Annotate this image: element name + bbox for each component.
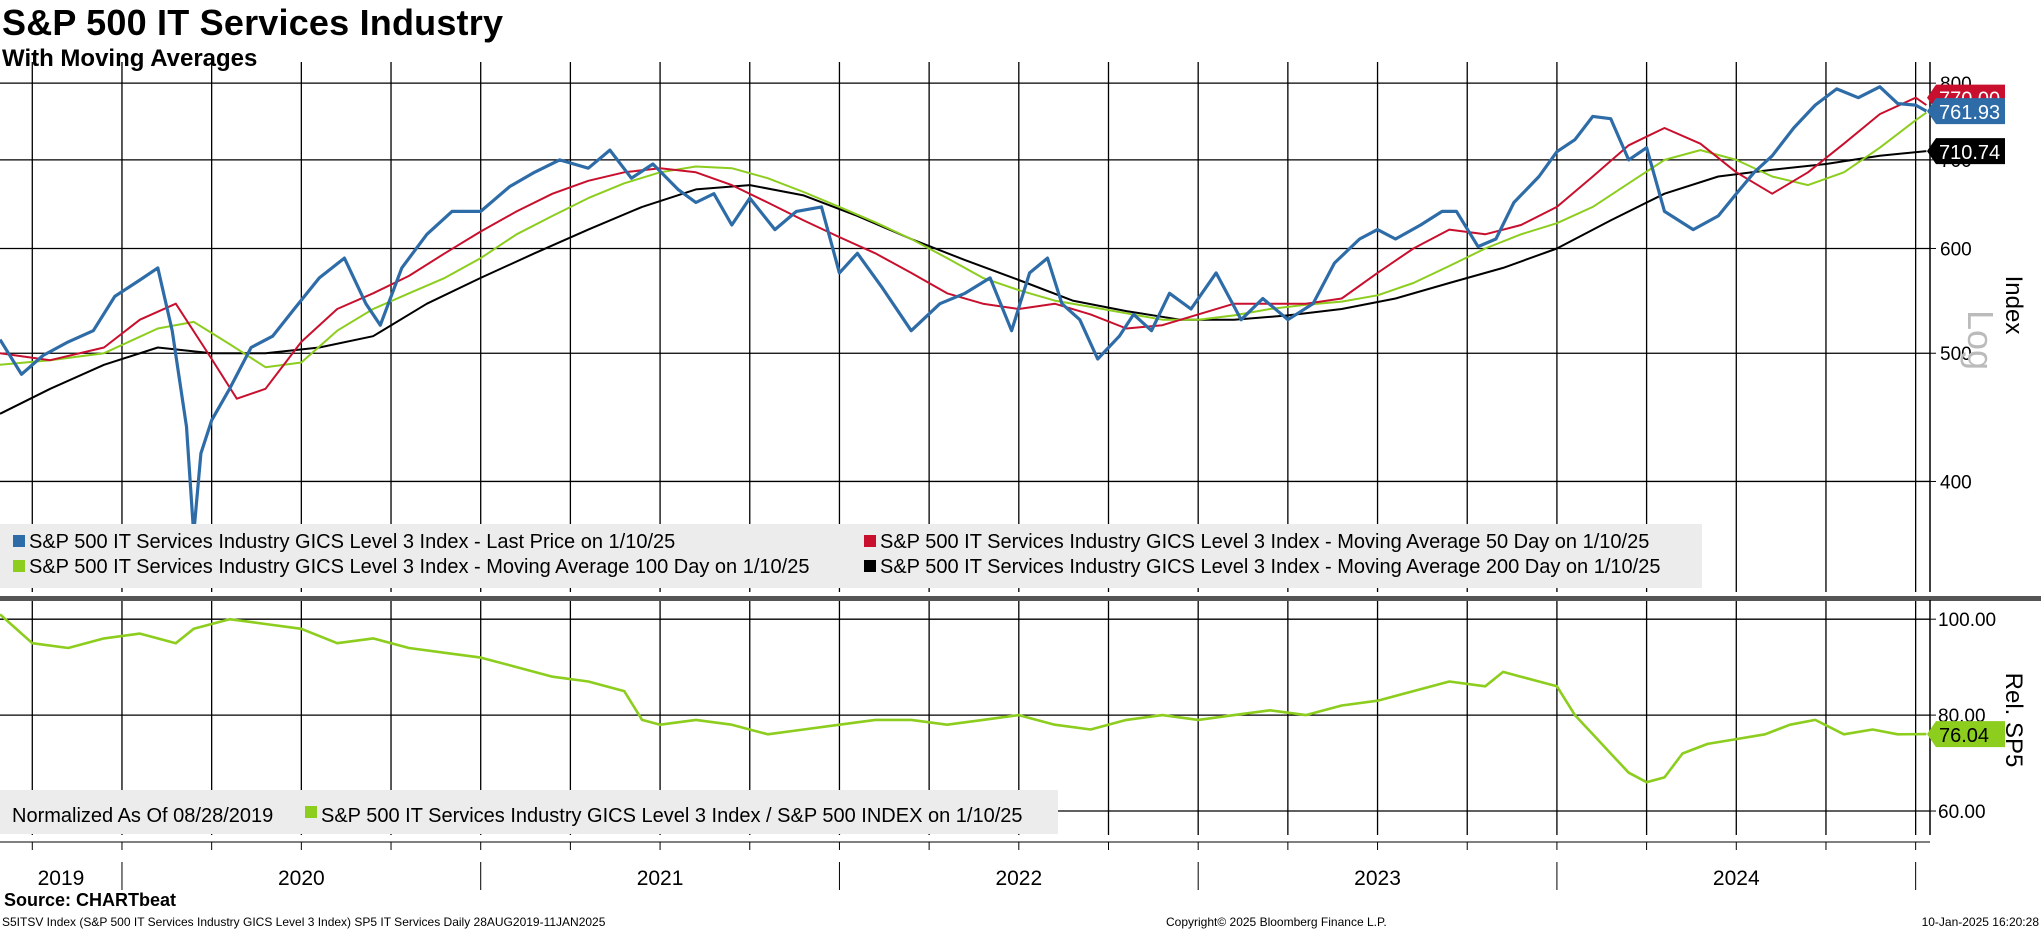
top-legend: S&P 500 IT Services Industry GICS Level … xyxy=(0,524,1702,588)
legend-relative-label: S&P 500 IT Services Industry GICS Level … xyxy=(321,805,1023,827)
y-tick-label-top: 500 xyxy=(1940,344,1972,365)
x-year-label: 2023 xyxy=(1354,867,1401,890)
y-axis-title-bottom: Rel. SP5 xyxy=(2000,673,2027,768)
legend-ma100-label: S&P 500 IT Services Industry GICS Level … xyxy=(29,556,809,578)
top-legend-background xyxy=(0,524,1702,588)
y-axis-title-top: Index xyxy=(2000,276,2027,335)
legends: S&P 500 IT Services Industry GICS Level … xyxy=(0,524,1702,834)
y-tick-label-top: 600 xyxy=(1940,239,1972,260)
last-price-value-tag-text: 761.93 xyxy=(1939,102,2000,124)
bottom-legend: Normalized As Of 08/28/2019 S&P 500 IT Se… xyxy=(0,790,1058,834)
relative-value-tag-shape xyxy=(1927,721,2005,748)
legend-ma50-swatch xyxy=(864,535,876,547)
y-tick-label-bottom: 100.00 xyxy=(1938,610,1996,631)
ma200-value-tag: 710.74 xyxy=(1927,138,2005,165)
legend-ma200-swatch xyxy=(864,560,876,572)
chart-title: S&P 500 IT Services Industry xyxy=(2,2,504,43)
copyright: Copyright© 2025 Bloomberg Finance L.P. xyxy=(1166,915,1387,929)
x-year-label: 2021 xyxy=(637,867,684,890)
last-price-line xyxy=(0,85,1928,536)
legend-last-price-swatch xyxy=(13,535,25,547)
ma100-line xyxy=(0,111,1927,369)
gridlines xyxy=(0,62,1930,835)
legend-ma100-swatch xyxy=(13,560,25,572)
ma50-line xyxy=(0,96,1927,400)
x-year-label: 2022 xyxy=(995,867,1042,890)
y-tick-label-top: 400 xyxy=(1940,472,1972,493)
relative-performance-line xyxy=(0,613,1927,784)
legend-last-price-label: S&P 500 IT Services Industry GICS Level … xyxy=(29,531,675,553)
timestamp: 10-Jan-2025 16:20:28 xyxy=(1921,915,2039,929)
legend-ma50-label: S&P 500 IT Services Industry GICS Level … xyxy=(880,531,1649,553)
bottom-legend-background xyxy=(0,790,1058,834)
x-year-label: 2024 xyxy=(1713,867,1760,890)
last-price-value-tag-shape xyxy=(1927,98,2005,125)
panel-separator xyxy=(0,596,2041,601)
x-year-label: 2019 xyxy=(38,867,85,890)
last-price-value-tag: 761.93 xyxy=(1927,98,2005,125)
normalized-note: Normalized As Of 08/28/2019 xyxy=(12,805,273,827)
log-scale-label: Log xyxy=(1960,310,2001,370)
ma200-value-tag-shape xyxy=(1927,138,2005,165)
ma200-line xyxy=(0,150,1927,415)
y-tick-label-bottom: 60.00 xyxy=(1938,802,1986,823)
series-layer xyxy=(0,85,1928,784)
source-label: Source: CHARTbeat xyxy=(4,890,177,910)
relative-value-tag-text: 76.04 xyxy=(1939,725,1989,747)
legend-relative-swatch xyxy=(305,806,317,818)
ma200-value-tag-text: 710.74 xyxy=(1939,142,2000,164)
axes: 40050060070080060.0080.00100.00IndexLogR… xyxy=(0,62,2041,890)
footnote: S5ITSV Index (S&P 500 IT Services Indust… xyxy=(2,915,606,929)
x-year-label: 2020 xyxy=(278,867,325,890)
relative-value-tag: 76.04 xyxy=(1927,721,2005,748)
legend-ma200-label: S&P 500 IT Services Industry GICS Level … xyxy=(880,556,1660,578)
chart-subtitle: With Moving Averages xyxy=(2,45,258,72)
